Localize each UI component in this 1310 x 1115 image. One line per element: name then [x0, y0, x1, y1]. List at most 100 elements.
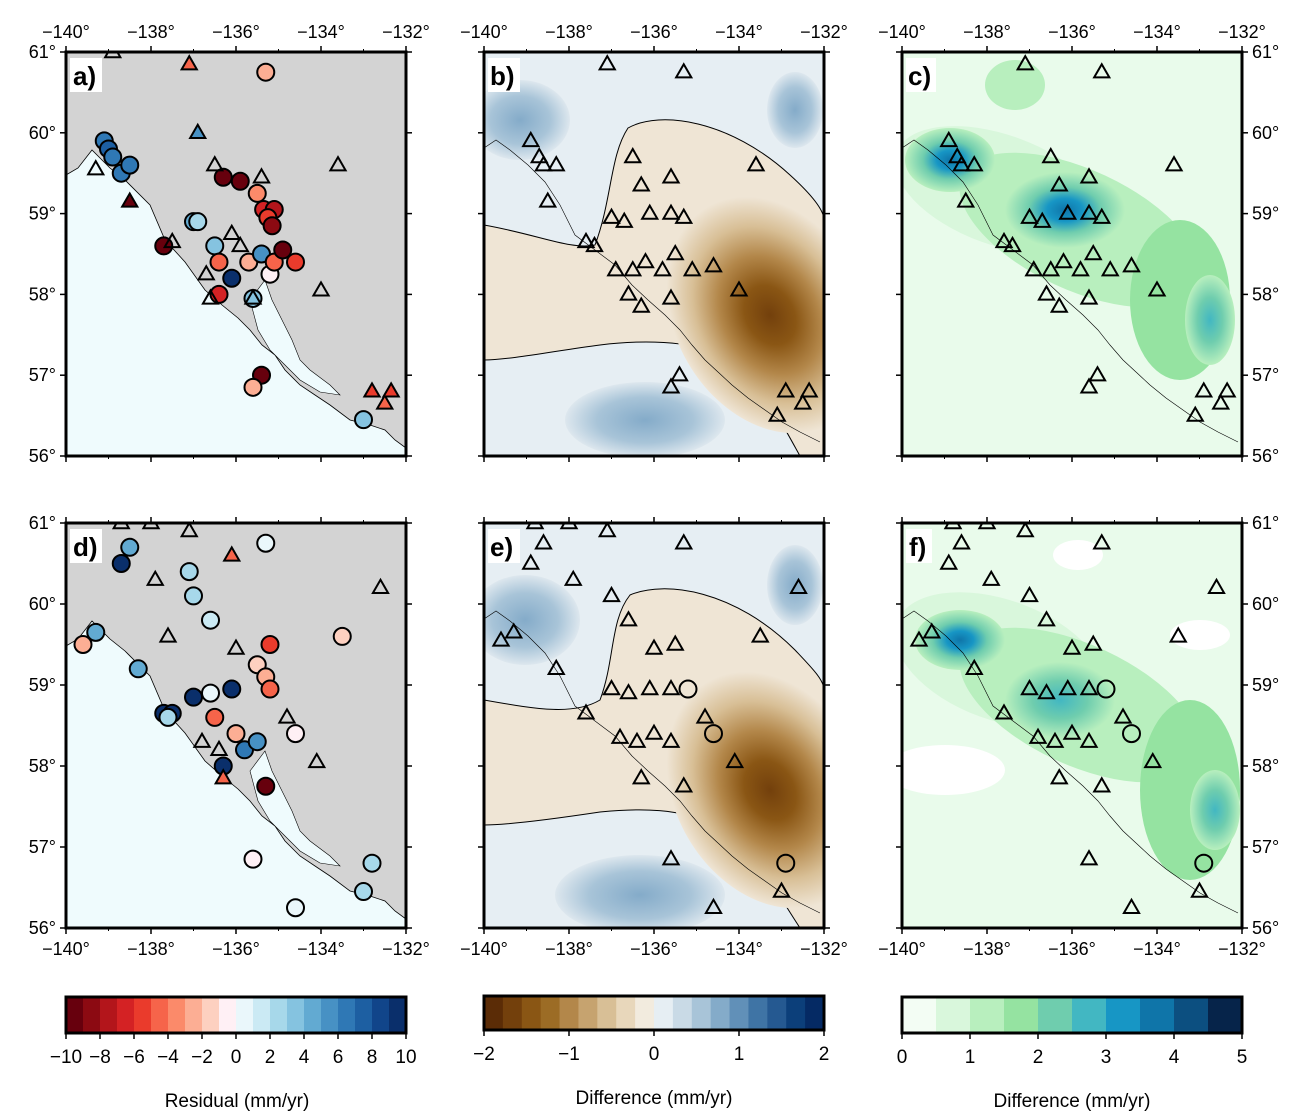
- station-triangle: [1168, 626, 1188, 643]
- station-triangle: [682, 260, 702, 277]
- lon-tick-label: −138°: [545, 22, 593, 42]
- station-triangle: [1088, 365, 1107, 382]
- colorbar-swatch: [304, 997, 322, 1033]
- lat-tick-label: 60°: [29, 123, 56, 143]
- coastline-overlays: [484, 139, 1239, 914]
- colorbar-tick-label: 2: [1033, 1047, 1044, 1068]
- station-triangle: [1058, 203, 1078, 220]
- station-triangle: [909, 630, 929, 647]
- station-markers: [73, 52, 1237, 918]
- station-triangle: [179, 523, 199, 538]
- station-triangle: [793, 393, 813, 410]
- markers-panel-f: [909, 523, 1226, 914]
- markers-panel-e: [491, 523, 808, 914]
- colorbar-2: −2 −1 0 1 2: [473, 994, 829, 1065]
- lon-tick-label: −138°: [127, 939, 175, 959]
- lon-tick-label: −136°: [212, 939, 260, 959]
- station-circle: [286, 252, 305, 272]
- lat-tick-label: 60°: [1252, 123, 1279, 143]
- station-triangle: [371, 577, 390, 594]
- colorbar-swatch: [168, 997, 186, 1033]
- colorbar-swatch: [767, 996, 787, 1030]
- station-circle: [184, 586, 203, 606]
- station-triangle: [1185, 405, 1205, 422]
- station-triangle: [86, 159, 106, 176]
- station-triangle: [1092, 207, 1112, 224]
- station-triangle: [695, 707, 715, 724]
- station-triangle: [661, 731, 681, 748]
- axis-ticks: −140° −138° −136° −134° −132°61°60°59°58°57°…: [29, 22, 1279, 959]
- field-peak: [915, 610, 1005, 670]
- station-triangle: [1079, 288, 1099, 305]
- panel-label-e: e): [490, 532, 513, 562]
- colorbar-swatch: [117, 997, 135, 1033]
- station-circle: [286, 724, 305, 744]
- station-triangle: [964, 658, 984, 675]
- lat-tick-label: 57°: [1252, 365, 1279, 385]
- station-circle: [260, 679, 280, 699]
- field-peak: [1185, 275, 1235, 365]
- station-triangle: [952, 533, 971, 550]
- station-triangle: [277, 707, 297, 724]
- colorbar-swatch: [185, 997, 203, 1033]
- lon-tick-label: −140°: [878, 939, 926, 959]
- station-triangle: [546, 658, 566, 675]
- station-triangle: [1092, 776, 1112, 793]
- colorbar-tick-label: 0: [231, 1047, 242, 1068]
- station-triangle: [674, 207, 694, 224]
- station-triangle: [525, 523, 545, 530]
- station-circle: [111, 554, 131, 573]
- station-triangle: [956, 191, 976, 208]
- lat-tick-label: 56°: [1252, 918, 1279, 938]
- lat-tick-label: 56°: [29, 446, 56, 466]
- station-triangle: [1079, 377, 1099, 394]
- field-low: [1053, 540, 1103, 570]
- panel-e-difference-field: [484, 523, 824, 928]
- station-triangle: [307, 751, 327, 769]
- station-triangle: [619, 284, 638, 301]
- lon-tick-label: −136°: [212, 22, 260, 42]
- colorbar-tick-label: 1: [965, 1047, 976, 1068]
- station-circle: [776, 853, 796, 873]
- station-triangle: [1079, 167, 1099, 184]
- station-triangle: [252, 167, 271, 184]
- panel-label-f: f): [909, 532, 926, 562]
- colorbar-tick-label: −8: [89, 1047, 111, 1068]
- station-triangle: [1079, 849, 1099, 866]
- station-triangle: [994, 703, 1014, 720]
- station-triangle: [602, 679, 621, 696]
- colorbar-frame: [900, 995, 1244, 1035]
- station-triangle: [631, 175, 651, 192]
- station-triangle: [1211, 393, 1231, 410]
- station-triangle: [1147, 280, 1167, 297]
- colorbar-tick-label: 5: [1237, 1047, 1248, 1068]
- station-triangle: [1041, 147, 1061, 164]
- coastline: [484, 139, 821, 443]
- lat-tick-label: 58°: [1252, 284, 1279, 304]
- lat-tick-label: 56°: [1252, 446, 1279, 466]
- lon-tick-label: −140°: [878, 22, 926, 42]
- colorbar-swatch: [484, 996, 504, 1030]
- station-triangle: [362, 381, 382, 398]
- station-circle: [73, 635, 93, 654]
- field-peak: [1005, 662, 1115, 738]
- lon-tick-label: −136°: [1048, 22, 1096, 42]
- coastline: [902, 139, 1239, 443]
- label-box: [70, 58, 102, 92]
- field-band: [985, 60, 1045, 110]
- station-triangle: [120, 191, 140, 208]
- colorbar-swatch: [236, 997, 254, 1033]
- markers-panel-b: [521, 54, 819, 422]
- markers-panel-a: [86, 52, 401, 430]
- station-triangle: [597, 54, 617, 71]
- lat-tick-label: 61°: [29, 513, 56, 533]
- station-triangle: [188, 122, 208, 139]
- station-circle: [286, 898, 305, 918]
- station-triangle: [636, 252, 655, 269]
- station-triangle: [1083, 634, 1103, 651]
- panel-b-difference-field: [484, 52, 824, 456]
- colorbar-swatch: [597, 996, 617, 1030]
- colorbar-swatch: [1004, 997, 1039, 1033]
- station-triangle: [1020, 679, 1039, 696]
- colorbar-tick-label: 3: [1101, 1047, 1112, 1068]
